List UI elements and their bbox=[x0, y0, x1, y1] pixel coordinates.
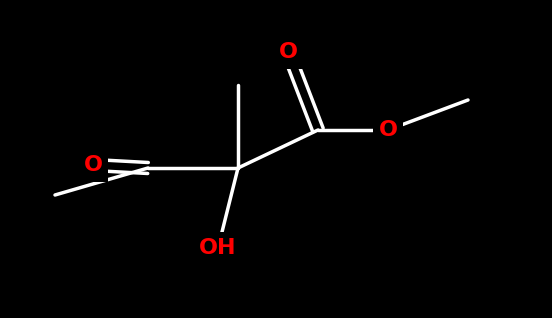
Text: OH: OH bbox=[197, 236, 239, 260]
Text: O: O bbox=[82, 153, 104, 177]
Text: O: O bbox=[277, 40, 299, 64]
Text: O: O bbox=[279, 42, 298, 62]
Text: O: O bbox=[379, 120, 397, 140]
Text: O: O bbox=[83, 155, 103, 175]
Text: O: O bbox=[378, 118, 399, 142]
Text: OH: OH bbox=[199, 238, 237, 258]
